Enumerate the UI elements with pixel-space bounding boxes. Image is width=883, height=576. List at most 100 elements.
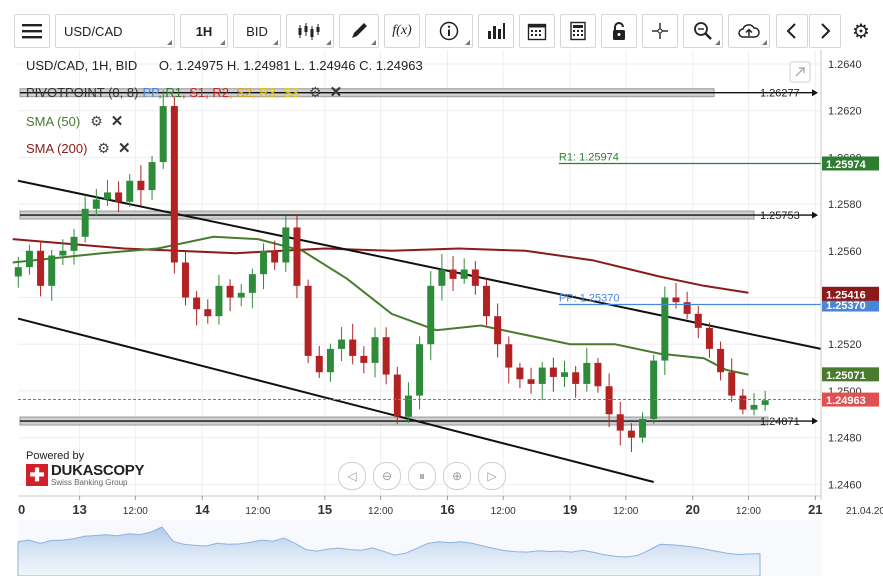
pivot-item-s1: , S1 (181, 84, 206, 100)
indicators-button[interactable]: f(x) (384, 14, 420, 48)
scroll-left-button[interactable] (776, 14, 808, 48)
time-tick-label: 12:00 (491, 506, 516, 517)
triangle-left-icon: ◁ (347, 469, 357, 483)
price-tick-label: 1.2580 (828, 199, 862, 211)
price-tick-label: 1.2560 (828, 246, 862, 258)
level-label: 1.24871 (760, 416, 800, 428)
side-selector[interactable]: BID (233, 14, 281, 48)
gear-icon[interactable]: ⚙ (97, 139, 110, 156)
chart-navigation-controls: ◁ ⊖ ⏸ ⊕ ▷ (338, 462, 513, 490)
price-chart[interactable]: 1.26277 1.25753 1.24871 R1: 1.25974 PP: 1.2… (0, 50, 883, 576)
trendline[interactable] (17, 179, 822, 350)
candle (304, 279, 312, 364)
zoom-in-icon: ⊕ (451, 469, 463, 483)
pivot-item-pp: PP (142, 84, 159, 100)
expand-button[interactable] (789, 61, 811, 83)
price-axis[interactable]: 1.26401.26201.26001.25801.25601.25401.25… (822, 59, 879, 491)
calculator-button[interactable] (560, 14, 596, 48)
candle (159, 90, 167, 169)
price-tag-label: 1.25416 (826, 289, 866, 301)
expand-icon (795, 67, 805, 77)
chart-type-button[interactable] (286, 14, 334, 48)
pivot-label-r1: R1: 1.25974 (559, 151, 619, 163)
price-tag-label: 1.24963 (826, 395, 866, 407)
candle (561, 360, 569, 388)
time-tick-label: 21.04.2021 (846, 506, 883, 517)
trendline[interactable] (17, 317, 654, 483)
zoom-out-button[interactable]: ⊖ (373, 462, 401, 490)
gear-icon[interactable]: ⚙ (309, 83, 322, 100)
candle (404, 382, 412, 423)
candle (594, 357, 602, 393)
pivot-item-s3: , S3 (275, 84, 300, 100)
price-tag-label: 1.25974 (826, 159, 867, 171)
candle (349, 323, 357, 365)
candle (248, 268, 256, 309)
dukascopy-logo: ✚ DUKASCOPY Swiss Banking Group (26, 463, 144, 487)
info-button[interactable] (425, 14, 473, 48)
candle (14, 256, 22, 288)
period-selector[interactable]: 1H (180, 14, 228, 48)
zoom-button[interactable] (683, 14, 723, 48)
crosshair-button[interactable] (642, 14, 678, 48)
close-icon[interactable]: ✕ (110, 113, 124, 130)
sma50-line (12, 235, 749, 376)
settings-button[interactable]: ⚙ (845, 14, 877, 48)
pan-left-button[interactable]: ◁ (338, 462, 366, 490)
candle (639, 412, 647, 443)
bar-chart-icon (488, 23, 505, 39)
instrument-selector[interactable]: USD/CAD (55, 14, 175, 48)
time-tick-label: 12:00 (245, 506, 270, 517)
menu-button[interactable] (14, 14, 50, 48)
chevron-left-icon (786, 23, 796, 39)
gear-icon: ⚙ (852, 20, 870, 43)
pivot-label-pp: PP: 1.25370 (559, 293, 620, 305)
price-tag-label: 1.25071 (826, 370, 866, 382)
candle (583, 347, 591, 392)
calendar-icon (527, 23, 547, 41)
candle (549, 357, 557, 392)
candle (616, 401, 624, 446)
price-tag (822, 367, 879, 382)
pivot-item-r3: , R3 (252, 84, 276, 100)
calendar-button[interactable] (519, 14, 555, 48)
calculator-icon (570, 21, 586, 41)
price-tick-label: 1.2620 (828, 106, 862, 118)
sma200-legend: SMA (200) ⚙ ✕ (26, 139, 131, 158)
price-tick-label: 1.2640 (828, 59, 862, 71)
candle (694, 305, 702, 339)
candle (181, 249, 189, 306)
pivot-item-r1: , R1 (158, 84, 182, 100)
close-icon[interactable]: ✕ (329, 84, 343, 101)
pan-right-button[interactable]: ▷ (478, 462, 506, 490)
time-axis[interactable]: 0 13 12:00 14 12:00 15 12:00 16 12:00 19 12:00 20 12… (18, 496, 883, 517)
time-tick-label: 20 (685, 502, 699, 517)
candle (393, 366, 401, 425)
scroll-right-button[interactable] (809, 14, 841, 48)
formula-icon: f(x) (392, 23, 412, 38)
navigator[interactable] (17, 520, 821, 576)
gear-icon[interactable]: ⚙ (90, 112, 103, 129)
studies-button[interactable] (478, 14, 514, 48)
reset-zoom-button[interactable]: ⏸ (408, 462, 436, 490)
candle (572, 366, 580, 398)
navigator-series (17, 526, 761, 576)
draw-button[interactable] (339, 14, 379, 48)
candle (739, 388, 747, 415)
candle (59, 239, 67, 265)
time-tick-label: 12:00 (736, 506, 761, 517)
candle (750, 392, 758, 416)
close-icon[interactable]: ✕ (117, 140, 131, 157)
sma50-legend: SMA (50) ⚙ ✕ (26, 112, 124, 131)
candle (494, 303, 502, 358)
lock-button[interactable] (601, 14, 637, 48)
candle (226, 279, 234, 312)
zoom-in-button[interactable]: ⊕ (443, 462, 471, 490)
candle (683, 291, 691, 320)
share-button[interactable] (728, 14, 770, 48)
instrument-label: USD/CAD (64, 23, 123, 39)
pivot-lines: R1: 1.25974 PP: 1.25370 (18, 151, 821, 401)
time-tick-label: 14 (195, 502, 210, 517)
price-tag (822, 286, 879, 301)
pivot-indicator-label: PIVOTPOINT (0, 8) (26, 84, 139, 100)
